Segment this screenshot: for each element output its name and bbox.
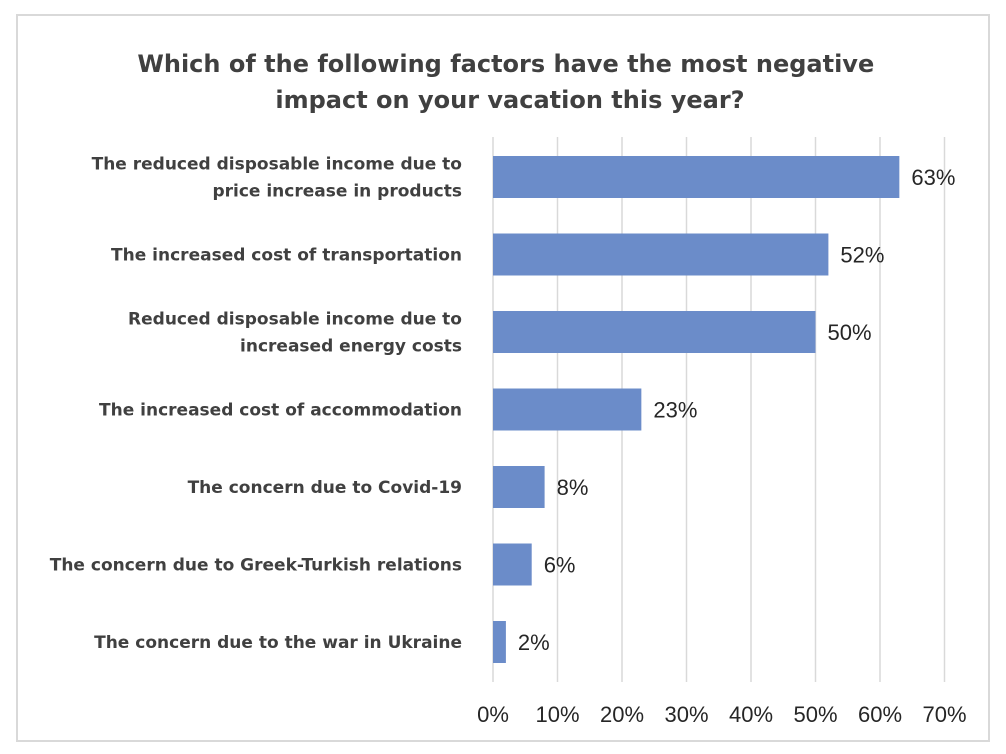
- category-label-line: The reduced disposable income due to: [92, 155, 462, 175]
- bar: [493, 543, 532, 586]
- chart-title: Which of the following factors have the …: [137, 50, 882, 114]
- bar: [493, 621, 506, 663]
- bar: [493, 156, 900, 198]
- x-tick-label: 50%: [793, 702, 837, 727]
- category-label-line: The concern due to the war in Ukraine: [94, 633, 462, 653]
- bar-value-label: 6%: [544, 553, 576, 578]
- category-labels: The reduced disposable income due to pric…: [50, 155, 462, 654]
- x-tick-label: 70%: [922, 702, 966, 727]
- bar-value-label: 63%: [911, 165, 955, 190]
- value-labels: 63% 52% 50% 23% 8% 6% 2%: [518, 165, 955, 655]
- bar: [493, 233, 829, 276]
- bar: [493, 311, 816, 353]
- category-label-line: The increased cost of accommodation: [99, 401, 462, 421]
- bar: [493, 466, 545, 508]
- category-label: The reduced disposable income due to pric…: [92, 155, 462, 202]
- category-label-line: The concern due to Covid-19: [188, 478, 462, 498]
- chart-title-line-1: Which of the following factors have the …: [137, 50, 874, 78]
- bar-value-label: 8%: [557, 475, 589, 500]
- category-label: The concern due to Covid-19: [188, 478, 462, 498]
- category-label: The concern due to the war in Ukraine: [94, 633, 462, 653]
- category-label-line: increased energy costs: [240, 337, 462, 357]
- x-tick-label: 60%: [858, 702, 902, 727]
- category-label-line: Reduced disposable income due to: [128, 310, 462, 330]
- x-axis-ticks: 0% 10% 20% 30% 40% 50% 60% 70%: [477, 702, 966, 727]
- category-label: Reduced disposable income due to increase…: [128, 310, 462, 357]
- bar-value-label: 23%: [653, 398, 697, 423]
- x-tick-label: 0%: [477, 702, 509, 727]
- category-label: The increased cost of accommodation: [99, 401, 462, 421]
- x-tick-label: 20%: [600, 702, 644, 727]
- bar-value-label: 52%: [840, 243, 884, 268]
- category-label: The concern due to Greek-Turkish relatio…: [50, 556, 462, 576]
- category-label-line: The increased cost of transportation: [111, 246, 462, 266]
- gridlines: [492, 137, 946, 682]
- chart-frame: [16, 14, 990, 742]
- bar: [493, 388, 642, 431]
- x-tick-label: 10%: [535, 702, 579, 727]
- bar-value-label: 50%: [828, 320, 872, 345]
- bars: [493, 156, 900, 663]
- x-tick-label: 30%: [664, 702, 708, 727]
- category-label-line: price increase in products: [212, 182, 462, 202]
- category-label-line: The concern due to Greek-Turkish relatio…: [50, 556, 462, 576]
- category-label: The increased cost of transportation: [111, 246, 462, 266]
- x-tick-label: 40%: [729, 702, 773, 727]
- bar-value-label: 2%: [518, 630, 550, 655]
- chart-title-line-2: impact on your vacation this year?: [275, 86, 744, 114]
